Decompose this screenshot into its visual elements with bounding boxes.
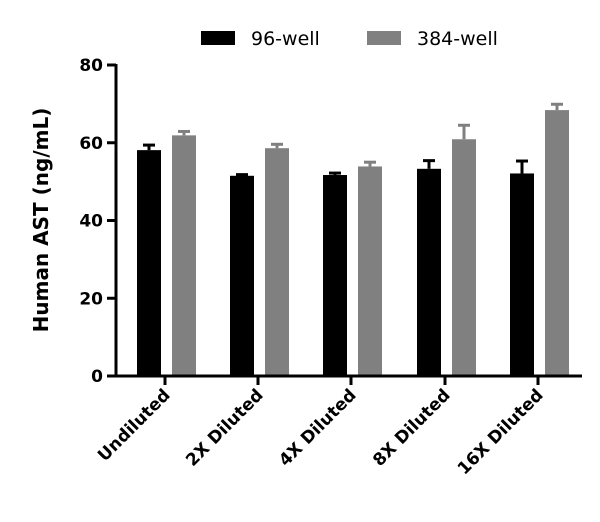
bar-96-well [510, 173, 534, 376]
bar-384-well [452, 139, 476, 376]
y-tick-label: 40 [79, 212, 103, 232]
legend-swatch-384-well [367, 31, 401, 45]
y-tick-label: 80 [79, 56, 103, 76]
legend-swatch-96-well [201, 31, 235, 45]
bar-384-well [265, 148, 289, 376]
y-tick-label: 60 [79, 134, 103, 154]
bar-96-well [417, 168, 441, 376]
y-axis-label: Human AST (ng/mL) [29, 108, 53, 333]
x-tick-label: 4X Diluted [275, 385, 360, 470]
y-tick-label: 20 [79, 289, 103, 309]
legend-label: 96-well [251, 28, 320, 50]
legend-label: 384-well [417, 28, 498, 50]
bar-96-well [137, 150, 161, 376]
bar-384-well [358, 166, 382, 376]
y-tick-label: 0 [91, 367, 103, 387]
x-tick-label: 8X Diluted [369, 385, 454, 470]
x-tick-label: 16X Diluted [454, 385, 548, 479]
bars [137, 102, 569, 376]
x-tick-label: Undiluted [94, 385, 174, 465]
legend: 96-well 384-well [201, 28, 498, 50]
x-tick-label: 2X Diluted [182, 385, 267, 470]
bar-96-well [230, 175, 254, 376]
bar-384-well [545, 110, 569, 376]
bar-384-well [172, 135, 196, 376]
bar-96-well [323, 175, 347, 376]
